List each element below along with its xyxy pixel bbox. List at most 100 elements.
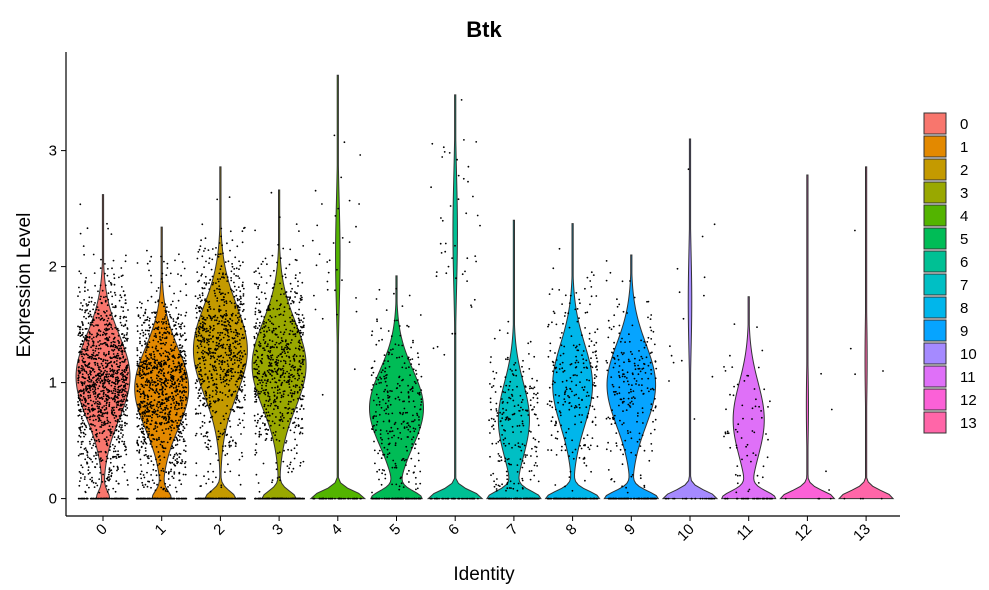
- data-point: [263, 333, 266, 336]
- data-point: [174, 413, 177, 416]
- data-point: [255, 473, 258, 476]
- data-point: [387, 353, 390, 356]
- data-point: [285, 441, 287, 444]
- data-point: [417, 356, 420, 359]
- data-point: [171, 382, 174, 385]
- data-point: [102, 395, 105, 398]
- data-point: [294, 274, 297, 276]
- data-point: [295, 292, 297, 295]
- data-point: [108, 449, 111, 451]
- data-point: [163, 456, 166, 459]
- data-point: [287, 343, 290, 346]
- data-point: [104, 332, 106, 335]
- data-point: [205, 330, 207, 333]
- data-point: [95, 435, 98, 438]
- data-point: [278, 388, 281, 391]
- data-point: [257, 482, 260, 484]
- data-point: [79, 331, 81, 334]
- data-point: [296, 497, 298, 500]
- data-point: [196, 345, 199, 347]
- data-point: [140, 401, 143, 403]
- data-point: [201, 273, 203, 275]
- data-point: [292, 355, 295, 358]
- data-point: [89, 418, 91, 421]
- data-point: [87, 312, 90, 315]
- data-point: [269, 365, 271, 367]
- data-point: [172, 362, 175, 365]
- data-point: [117, 344, 120, 347]
- data-point: [263, 405, 266, 408]
- data-point: [226, 363, 229, 365]
- data-point: [208, 385, 210, 388]
- data-point: [196, 271, 199, 273]
- data-point: [123, 463, 126, 466]
- data-point: [116, 379, 119, 381]
- data-point: [174, 345, 177, 348]
- data-point: [203, 422, 206, 424]
- data-point: [198, 328, 201, 331]
- data-point: [90, 300, 93, 303]
- data-point: [402, 458, 404, 460]
- data-point: [261, 375, 264, 378]
- data-point: [208, 381, 210, 383]
- data-point: [158, 462, 161, 465]
- data-point: [199, 343, 202, 345]
- data-point: [158, 497, 161, 500]
- data-point: [106, 422, 109, 425]
- data-point: [141, 344, 143, 347]
- data-point: [270, 322, 273, 325]
- data-point: [140, 445, 143, 448]
- data-point: [229, 470, 232, 473]
- data-point: [116, 465, 119, 468]
- data-point: [243, 426, 245, 429]
- data-point: [383, 469, 386, 472]
- data-point: [96, 405, 99, 408]
- data-point: [86, 227, 89, 230]
- data-point: [279, 293, 282, 296]
- data-point: [280, 383, 283, 385]
- data-point: [123, 294, 126, 297]
- data-point: [264, 439, 267, 441]
- data-point: [79, 472, 82, 475]
- data-point: [144, 363, 147, 365]
- data-point: [203, 475, 205, 478]
- data-point: [147, 480, 149, 483]
- data-point: [391, 436, 393, 439]
- data-point: [275, 497, 278, 500]
- data-point: [380, 381, 382, 384]
- data-point: [173, 473, 176, 475]
- data-point: [149, 387, 152, 390]
- data-point: [229, 408, 232, 411]
- data-point: [224, 351, 227, 354]
- data-point: [167, 486, 169, 488]
- data-point: [272, 307, 275, 310]
- data-point: [78, 399, 81, 402]
- data-point: [303, 358, 305, 361]
- data-point: [86, 345, 89, 348]
- data-point: [199, 497, 202, 500]
- data-point: [212, 410, 214, 412]
- data-point: [381, 469, 384, 471]
- data-point: [234, 383, 237, 386]
- data-point: [168, 364, 171, 367]
- data-point: [125, 367, 128, 370]
- data-point: [279, 400, 282, 403]
- data-point: [420, 401, 423, 403]
- data-point: [181, 261, 184, 263]
- data-point: [418, 416, 420, 418]
- data-point: [158, 331, 161, 334]
- data-point: [117, 409, 120, 411]
- data-point: [402, 400, 404, 403]
- data-point: [144, 308, 147, 311]
- data-point: [411, 386, 414, 388]
- data-point: [173, 292, 176, 295]
- data-point: [147, 462, 149, 465]
- data-point: [302, 497, 304, 500]
- data-point: [237, 309, 240, 311]
- data-point: [105, 422, 107, 425]
- data-point: [101, 481, 104, 483]
- data-point: [124, 384, 126, 387]
- data-point: [146, 347, 148, 349]
- data-point: [386, 405, 389, 407]
- data-point: [179, 354, 182, 356]
